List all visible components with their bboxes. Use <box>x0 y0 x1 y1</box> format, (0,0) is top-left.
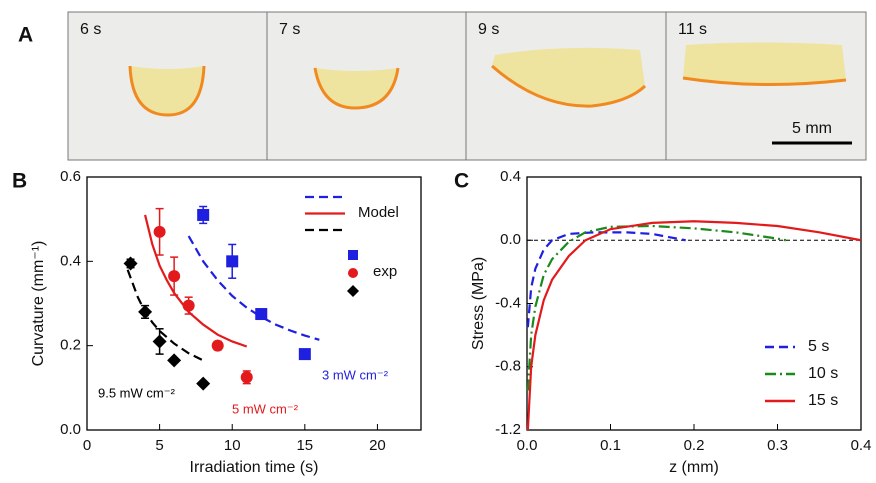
y-tick-label: 0.0 <box>60 421 81 438</box>
model-line <box>526 231 686 328</box>
frame-label: 9 s <box>478 21 499 38</box>
x-tick-label: 0.2 <box>684 437 705 454</box>
data-point <box>196 376 211 391</box>
model-line <box>187 235 320 341</box>
x-tick-label: 0.1 <box>600 437 621 454</box>
x-tick-label: 0.4 <box>851 437 872 454</box>
sample <box>315 68 398 108</box>
x-tick-label: 15 <box>296 437 313 454</box>
data-point <box>298 348 311 361</box>
data-point <box>123 256 138 271</box>
legend-label: 15 s <box>808 392 838 409</box>
data-point <box>197 208 210 221</box>
photo-strip: 6 s 7 s 9 s 11 s 5 mm <box>67 11 867 161</box>
model-line <box>126 269 204 362</box>
data-point <box>211 339 224 352</box>
sample <box>683 42 846 85</box>
y-tick-label: -0.4 <box>495 294 521 311</box>
x-tick-label: 5 <box>155 437 163 454</box>
data-point <box>240 371 253 384</box>
x-tick-label: 20 <box>369 437 386 454</box>
panel-label: C <box>454 170 469 193</box>
y-tick-label: 0.2 <box>60 337 81 354</box>
legend-label: 10 s <box>808 365 838 382</box>
data-point <box>152 334 167 349</box>
x-axis-label: z (mm) <box>669 459 719 476</box>
x-tick-label: 10 <box>224 437 241 454</box>
annotation: 5 mW cm⁻² <box>232 401 299 416</box>
sample-edge <box>491 64 647 108</box>
model-line <box>526 224 787 391</box>
frame-label: 6 s <box>80 21 101 38</box>
legend-label: Model <box>358 204 399 221</box>
x-tick-label: 0 <box>83 437 91 454</box>
sample <box>130 66 204 115</box>
y-tick-label: -0.8 <box>495 358 521 375</box>
legend-label: exp <box>373 263 397 280</box>
sample-edge <box>128 65 206 117</box>
scale-bar-label: 5 mm <box>792 120 832 137</box>
x-axis-label: Irradiation time (s) <box>190 459 319 476</box>
legend-key <box>347 285 359 297</box>
plot-frame <box>86 176 422 431</box>
data-point <box>182 299 195 312</box>
sample-edge <box>682 76 847 87</box>
annotation: 9.5 mW cm⁻² <box>98 385 176 400</box>
annotation: 3 mW cm⁻² <box>322 367 389 382</box>
legend-key <box>348 250 358 260</box>
panel-label: A <box>18 24 33 47</box>
legend-label: 5 s <box>808 338 829 355</box>
y-tick-label: -1.2 <box>495 421 521 438</box>
data-point <box>167 353 182 368</box>
frame-label: 7 s <box>279 21 300 38</box>
y-axis-label: Curvature (mm⁻¹) <box>30 241 47 367</box>
data-point <box>153 225 166 238</box>
model-line <box>526 220 862 431</box>
panel-label: B <box>12 170 27 193</box>
y-tick-label: 0.6 <box>60 168 81 185</box>
legend-key <box>348 268 358 278</box>
y-axis-label: Stress (MPa) <box>470 257 487 350</box>
y-tick-label: 0.0 <box>500 231 521 248</box>
data-point <box>255 308 268 321</box>
data-point <box>226 255 239 268</box>
frame-label: 11 s <box>678 21 707 38</box>
sample-edge <box>313 67 400 110</box>
x-tick-label: 0.0 <box>517 437 538 454</box>
y-tick-label: 0.4 <box>60 252 81 269</box>
x-tick-label: 0.3 <box>767 437 788 454</box>
data-point <box>138 304 153 319</box>
y-tick-label: 0.4 <box>500 168 521 185</box>
data-point <box>168 270 181 283</box>
